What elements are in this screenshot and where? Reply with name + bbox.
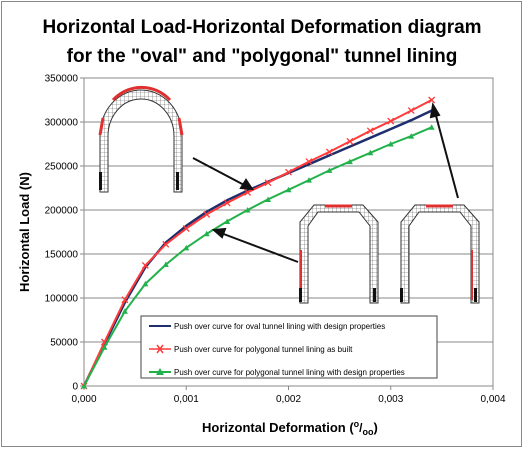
y-tick-label: 100000 [45,294,79,305]
y-tick-label: 250000 [45,162,79,173]
polygonal-tunnel-lining-inset-2 [400,204,480,304]
data-point [387,141,394,147]
data-point [101,344,108,350]
data-point [285,168,292,176]
legend-box [140,315,438,379]
data-point [162,240,170,248]
data-point [185,225,188,227]
x-tick-label: 0,004 [480,394,505,405]
legend-label-polygonal-built: Push over curve for polygonal tunnel lin… [174,345,353,354]
x-tick-label: 0,003 [378,394,403,405]
x-axis-label-main: Horizontal Deformation ( [202,420,354,435]
x-tick-label: 0,000 [71,394,96,405]
oval-tunnel-lining-inset [98,85,184,193]
x-tick-label: 0,002 [276,394,301,405]
series-polygonal-as-built [80,96,436,390]
data-point [407,107,415,115]
data-point [346,158,353,165]
data-point [387,117,395,125]
data-point [366,127,374,135]
data-point [142,280,149,287]
data-point [162,261,169,268]
data-point [367,149,374,156]
data-point [264,179,272,187]
data-point [224,218,231,224]
arrow-to-polygonal-curve [220,232,299,263]
polygonal-tunnel-lining-inset-1 [299,204,379,304]
data-point [328,154,331,157]
data-point [308,163,310,166]
data-point [349,145,351,148]
series-line [83,99,433,387]
y-axis-label: Horizontal Load (N) [17,172,32,292]
y-tick-label: 0 [72,382,78,393]
chart-title-line-1: Horizontal Load-Horizontal Deformation d… [42,17,481,38]
y-tick-label: 200000 [45,206,79,217]
legend-label-polygonal-design: Push over curve for polygonal tunnel lin… [174,368,405,377]
data-point [205,210,208,213]
y-tick-label: 350000 [45,74,79,85]
data-point [244,207,251,213]
y-tick-label: 150000 [45,250,79,261]
data-point [326,167,333,173]
data-point [325,148,333,156]
data-point [305,177,312,183]
data-point [226,199,228,202]
data-point [428,96,436,104]
series-line [83,126,432,387]
y-tick-label: 50000 [50,338,78,349]
data-point [223,199,231,207]
data-point [121,308,128,314]
data-point [285,186,292,193]
legend-marker-x [156,344,164,354]
data-point [369,137,372,139]
data-point [389,128,392,130]
series-polygonal-design [81,124,435,389]
data-point [81,383,87,389]
data-point [428,124,435,130]
x-axis-label-unit-sup: o [354,419,360,429]
data-point [141,261,149,269]
x-axis-label: Horizontal Deformation (o/oo) [202,419,378,437]
data-point [410,119,413,122]
data-point [203,230,210,237]
x-axis-label-close: ) [374,420,378,435]
data-point [408,133,415,139]
data-point [203,210,211,218]
arrow-to-oval-curve [192,157,247,187]
data-point [182,225,190,232]
data-point [183,244,190,251]
x-tick-labels: 0,000 0,001 0,002 0,003 0,004 [71,386,506,405]
arrow-to-curve-end [434,111,459,199]
y-tick-label: 300000 [45,118,79,129]
chart-title-line-2: for the "oval" and "polygonal" tunnel li… [67,46,458,67]
data-point [346,137,354,145]
x-tick-label: 0,001 [174,394,199,405]
legend: Push over curve for oval tunnel lining w… [140,315,438,379]
data-point [246,189,249,192]
x-axis-label-unit-sub: oo [363,427,374,437]
data-point [244,188,252,196]
data-series [80,96,436,390]
data-point [121,296,129,304]
data-point [265,196,272,202]
annotation-arrows [192,102,459,263]
legend-marker-triangle [156,368,164,375]
legend-label-oval: Push over curve for oval tunnel lining w… [174,322,385,331]
y-tick-labels: 0 50000 100000 150000 200000 250000 300000 3500… [45,74,84,393]
data-point [305,158,313,166]
